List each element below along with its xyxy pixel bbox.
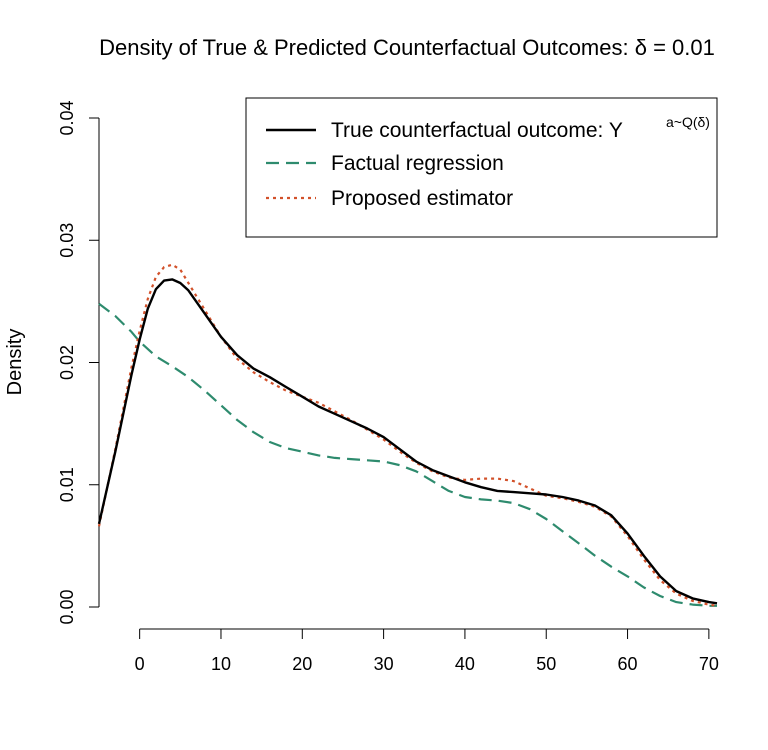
legend-label-2: Proposed estimator <box>331 187 513 210</box>
y-tick-label: 0.04 <box>57 100 77 135</box>
y-tick-label: 0.03 <box>57 223 77 258</box>
series-line-0 <box>97 278 718 605</box>
series-line-1 <box>98 302 717 607</box>
legend-label-1: Factual regression <box>331 152 504 175</box>
x-tick-label: 30 <box>374 654 394 674</box>
y-tick-label: 0.00 <box>57 589 77 624</box>
ticks: 0.00 0.01 0.02 0.03 0.04 0 10 20 30 40 50 60 70 <box>57 100 719 674</box>
x-tick-label: 10 <box>211 654 231 674</box>
y-tick-label: 0.02 <box>57 345 77 380</box>
x-tick-label: 60 <box>618 654 638 674</box>
y-tick-label: 0.01 <box>57 467 77 502</box>
legend-box <box>245 97 718 238</box>
x-tick-label: 0 <box>135 654 145 674</box>
series-lines <box>97 263 718 607</box>
x-tick-label: 40 <box>455 654 475 674</box>
x-tick-label: 70 <box>699 654 719 674</box>
series-line-2 <box>97 263 718 607</box>
x-tick-label: 20 <box>292 654 312 674</box>
legend-label-0: True counterfactual outcome: Y <box>331 119 623 142</box>
y-axis-label: Density <box>4 329 26 396</box>
legend: True counterfactual outcome: Y a~Q(δ) Fact… <box>245 97 718 238</box>
chart-title: Density of True & Predicted Counterfactu… <box>99 35 715 60</box>
legend-superscript: a~Q(δ) <box>666 114 710 130</box>
x-tick-label: 50 <box>536 654 556 674</box>
